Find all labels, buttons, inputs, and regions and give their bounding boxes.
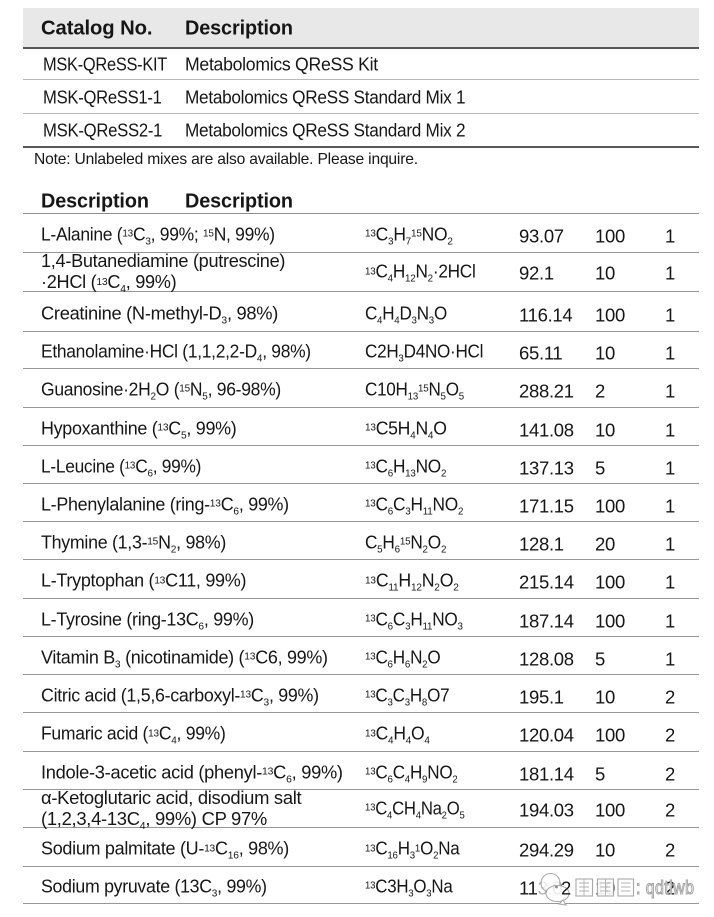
svg-text:: qdtlwb: : qdtlwb (636, 877, 694, 899)
